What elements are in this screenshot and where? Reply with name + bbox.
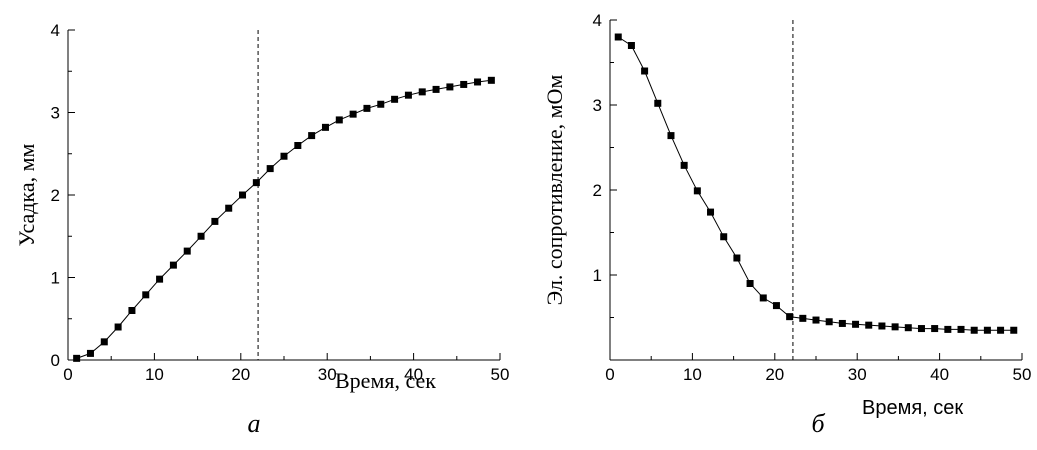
chart-a-x-tick-label: 30 [318, 365, 337, 384]
chart-b-plot: 0 10 20 30 40 50 1 2 3 4 [593, 11, 1032, 384]
chart-a-data-point [377, 100, 385, 108]
chart-b-x-tick-label: 40 [930, 365, 949, 384]
chart-a-data-point [280, 152, 288, 160]
chart-a-plot: 0 10 20 30 40 50 0 1 2 3 4 [51, 21, 510, 384]
chart-b-data-point [878, 322, 886, 330]
chart-a: 0 10 20 30 40 50 0 1 2 3 4 Время, сек Усадка, мм а [14, 21, 509, 438]
chart-a-data-point [73, 354, 81, 362]
chart-b-data-point [917, 325, 925, 333]
chart-b-data-point [667, 132, 675, 140]
chart-b-data-point [825, 318, 833, 326]
chart-b-data-point [970, 326, 978, 334]
chart-b-data-point [931, 325, 939, 333]
chart-b-x-tick-label: 10 [683, 365, 702, 384]
chart-b-data-point [680, 161, 688, 169]
chart-a-data-point [183, 247, 191, 255]
chart-b-x-tick-label: 30 [848, 365, 867, 384]
chart-a-x-tick-label: 10 [145, 365, 164, 384]
chart-a-data-point [349, 110, 357, 118]
chart-b-data-point [812, 316, 820, 324]
chart-a-data-point [114, 323, 122, 331]
chart-a-data-point [335, 116, 343, 124]
chart-b-ylabel: Эл. сопротивление, мОм [542, 75, 567, 306]
chart-b-y-tick-label: 4 [593, 11, 602, 30]
chart-a-data-point [404, 91, 412, 99]
chart-a-caption: а [248, 409, 261, 438]
chart-a-data-point [225, 204, 233, 212]
chart-b-x-tick-label: 50 [1013, 365, 1032, 384]
chart-a-data-point [432, 85, 440, 93]
chart-a-y-tick-label: 0 [51, 351, 60, 370]
chart-b-data-point [627, 42, 635, 49]
chart-a-x-tick-label: 20 [231, 365, 250, 384]
chart-a-series-line [76, 79, 492, 359]
chart-a-y-tick-label: 2 [51, 186, 60, 205]
chart-a-data-point [460, 80, 468, 88]
chart-b-y-tick-label: 3 [593, 96, 602, 115]
chart-b-data-point [997, 326, 1005, 334]
chart-a-x-tick-label: 0 [63, 365, 72, 384]
chart-a-data-point [86, 349, 94, 357]
chart-b-data-point [654, 99, 662, 107]
chart-b-data-point [799, 314, 807, 322]
chart-b-data-point [707, 208, 715, 216]
chart-a-ylabel: Усадка, мм [14, 143, 39, 246]
chart-a-data-point [446, 83, 454, 91]
chart-a-data-point [474, 78, 482, 86]
chart-a-y-tick-label: 1 [51, 269, 60, 288]
chart-b-data-point [838, 319, 846, 327]
chart-a-data-point [252, 179, 260, 187]
chart-b-data-point [944, 325, 952, 333]
chart-b-data-point [733, 254, 741, 262]
chart-a-data-point [418, 88, 426, 96]
chart-b-data-point [641, 67, 649, 75]
chart-b-data-point [891, 323, 899, 331]
chart-a-x-tick-label: 50 [491, 365, 510, 384]
chart-b-data-point [693, 187, 701, 195]
chart-b-y-tick-label: 1 [593, 266, 602, 285]
chart-b-caption: б [811, 409, 825, 438]
chart-b-data-point [720, 233, 728, 241]
chart-b-data-point [865, 321, 873, 329]
chart-a-data-point [391, 95, 399, 103]
chart-a-data-point [128, 307, 136, 314]
chart-b-data-point [759, 294, 767, 302]
chart-b-y-tick-label: 2 [593, 181, 602, 200]
chart-b-x-tick-label: 0 [605, 365, 614, 384]
chart-a-data-point [266, 165, 274, 173]
chart-a-y-tick-label: 3 [51, 104, 60, 123]
chart-a-x-tick-label: 40 [404, 365, 423, 384]
chart-a-data-point [308, 132, 316, 140]
chart-b-x-tick-label: 20 [765, 365, 784, 384]
chart-a-data-point [100, 338, 108, 346]
chart-b-data-point [772, 302, 780, 310]
chart-a-data-point [239, 191, 247, 199]
chart-a-data-point [294, 142, 302, 149]
chart-a-y-tick-label: 4 [51, 21, 60, 40]
chart-a-data-point [169, 261, 177, 269]
chart-a-data-point [211, 217, 219, 225]
chart-a-data-point [487, 76, 495, 84]
chart-a-data-point [321, 123, 329, 131]
chart-b-xlabel: Время, сек [862, 397, 963, 419]
chart-b-data-point [614, 33, 622, 41]
chart-b-data-point [957, 325, 965, 333]
chart-b-data-point [852, 320, 860, 328]
chart-b-data-point [904, 324, 912, 332]
chart-a-data-point [156, 275, 164, 283]
chart-a-data-point [197, 232, 205, 240]
chart-b-data-point [1010, 326, 1018, 334]
chart-a-data-point [142, 291, 150, 299]
chart-a-data-point [363, 104, 371, 112]
chart-b-data-point [746, 280, 754, 287]
chart-b: 0 10 20 30 40 50 1 2 3 4 Время, сек Эл. сопротивл… [542, 11, 1031, 438]
chart-b-data-point [983, 326, 991, 334]
chart-b-series-line [617, 36, 1014, 331]
chart-a-xlabel: Время, сек [335, 368, 436, 393]
chart-b-data-point [786, 313, 794, 321]
